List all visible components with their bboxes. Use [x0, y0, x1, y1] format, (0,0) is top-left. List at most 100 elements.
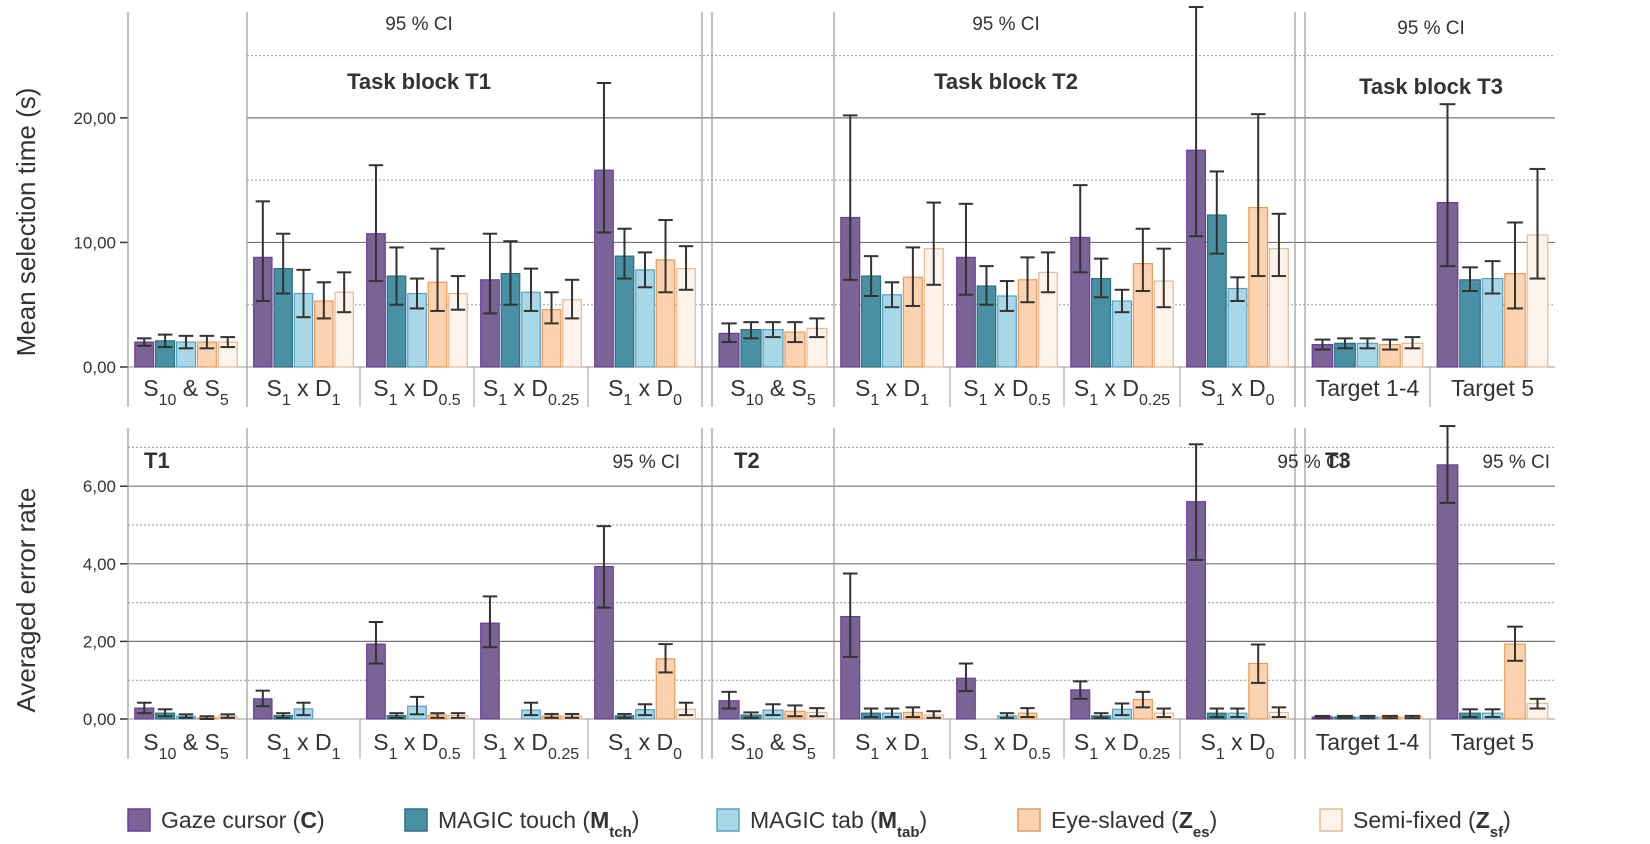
legend-label: MAGIC touch (Mtch) — [438, 807, 639, 841]
error-bar — [765, 321, 781, 339]
error-bar — [658, 219, 673, 294]
error-bar — [787, 704, 803, 718]
category-label: S1 x D0.25 — [1074, 375, 1170, 409]
error-bar — [430, 247, 445, 312]
y-tick-label: 0,00 — [83, 358, 116, 377]
category-label: S1 x D1 — [855, 729, 929, 763]
legend-swatch — [404, 808, 428, 832]
ci-label: 95 % CI — [385, 14, 453, 35]
ci-label: 95 % CI — [972, 14, 1040, 35]
error-bar — [450, 275, 466, 311]
error-bar — [220, 713, 236, 719]
category-label: S10 & S5 — [143, 729, 229, 763]
error-bar — [1359, 714, 1376, 720]
error-bar — [1188, 443, 1204, 561]
error-bar — [136, 701, 152, 715]
error-bar — [617, 712, 632, 719]
error-bar — [1230, 707, 1245, 719]
error-bar — [905, 706, 921, 719]
error-bar — [276, 712, 291, 719]
legend-swatch — [1319, 808, 1343, 832]
y-tick-label: 4,00 — [83, 555, 116, 574]
error-bar — [1314, 338, 1331, 351]
y-tick-label: 6,00 — [83, 477, 116, 496]
error-bar — [721, 322, 737, 344]
error-bar — [564, 278, 580, 320]
error-bar — [564, 712, 580, 719]
y-axis-label: Mean selection time (s) — [11, 88, 41, 357]
error-bar — [884, 707, 900, 719]
error-bar — [979, 265, 994, 306]
category-label: S1 x D0 — [1200, 729, 1274, 763]
error-bar — [1093, 257, 1109, 299]
category-label: S10 & S5 — [143, 375, 229, 409]
error-bar — [1529, 167, 1546, 280]
legend-label: Gaze cursor (C) — [161, 807, 325, 833]
error-bar — [1314, 714, 1331, 720]
error-bar — [389, 712, 404, 719]
error-bar — [409, 695, 425, 716]
block-tag: T1 — [144, 448, 170, 473]
error-bar — [926, 710, 942, 719]
error-bar — [1072, 184, 1088, 274]
y-tick-label: 10,00 — [73, 233, 116, 252]
error-bar — [1156, 707, 1172, 719]
legend-swatch — [127, 808, 151, 832]
legend-label: Eye-slaved (Zes) — [1051, 807, 1217, 841]
error-bar — [1250, 643, 1266, 684]
legend-item: Eye-slaved (Zes) — [1017, 807, 1217, 841]
ci-label: 95 % CI — [1482, 452, 1550, 473]
error-bar — [1484, 260, 1501, 295]
category-label: S1 x D0.5 — [963, 729, 1051, 763]
error-bar — [1020, 707, 1035, 719]
error-bar — [1271, 706, 1287, 719]
error-bar — [1250, 113, 1266, 278]
legend-label: Semi-fixed (Zsf) — [1353, 807, 1511, 841]
error-bar — [178, 334, 194, 350]
error-bar — [255, 689, 270, 708]
error-bar — [296, 268, 311, 319]
error-bar — [199, 334, 215, 350]
category-label: S1 x D0 — [608, 729, 682, 763]
category-label: S1 x D1 — [266, 375, 340, 409]
error-bar — [1135, 690, 1151, 709]
error-bar — [999, 280, 1015, 312]
error-bar — [1114, 288, 1130, 314]
error-bar — [1040, 251, 1056, 294]
error-bar — [482, 595, 498, 649]
error-bar — [409, 277, 425, 310]
block-title: Task block T3 — [1359, 74, 1503, 99]
y-tick-label: 20,00 — [73, 109, 116, 128]
error-bar — [743, 711, 759, 719]
error-bar — [1439, 425, 1456, 504]
error-bar — [136, 337, 152, 347]
error-bar — [1439, 103, 1456, 268]
block-tag: T3 — [1325, 448, 1351, 473]
category-label: S1 x D0.5 — [963, 375, 1051, 409]
error-bar — [958, 202, 974, 296]
error-bar — [503, 240, 518, 306]
error-bar — [523, 267, 539, 312]
category-label: Target 5 — [1451, 729, 1534, 755]
error-bar — [721, 690, 737, 710]
legend-swatch — [716, 808, 740, 832]
category-label: S10 & S5 — [730, 729, 816, 763]
category-label: S1 x D0 — [608, 375, 682, 409]
block-title: Task block T2 — [934, 69, 1078, 94]
y-axis-label: Averaged error rate — [11, 488, 41, 713]
legend-label: MAGIC tab (Mtab) — [750, 807, 927, 841]
error-bar — [1156, 247, 1172, 309]
error-bar — [368, 621, 384, 665]
y-tick-label: 2,00 — [83, 632, 116, 651]
error-bar — [337, 271, 352, 314]
error-bar — [450, 712, 466, 719]
category-label: Target 1-4 — [1316, 375, 1420, 401]
error-bar — [1507, 625, 1523, 662]
error-bar — [1072, 680, 1088, 700]
error-bar — [178, 713, 194, 719]
category-label: Target 1-4 — [1316, 729, 1420, 755]
error-bar — [1382, 714, 1398, 720]
error-bar — [430, 712, 445, 719]
error-bar — [678, 701, 694, 717]
